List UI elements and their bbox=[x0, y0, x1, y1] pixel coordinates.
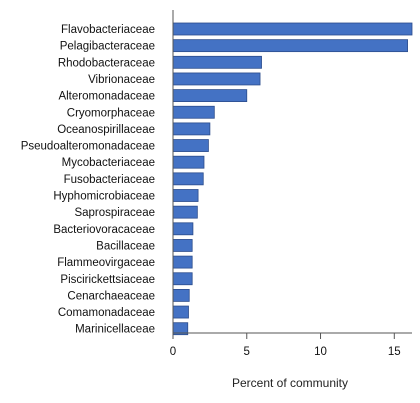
category-label: Bacillaceae bbox=[96, 240, 155, 252]
bar-mycobacteriaceae bbox=[172, 155, 205, 169]
category-label: Mycobacteriaceae bbox=[62, 157, 155, 169]
bar-hyphomicrobiaceae bbox=[172, 189, 199, 202]
x-ticks: 0 5 10 15 bbox=[170, 333, 401, 358]
category-label: Rhodobacteraceae bbox=[58, 57, 155, 69]
bar-rhodobacteraceae bbox=[172, 55, 262, 69]
bar-flavobacteriaceae bbox=[172, 22, 413, 36]
category-label: Cenarchaeaceae bbox=[67, 290, 155, 302]
category-label: Alteromonadaceae bbox=[58, 91, 155, 103]
category-label: Flavobacteriaceae bbox=[61, 24, 155, 36]
bar-alteromonadaceae bbox=[172, 89, 248, 102]
category-label: Flammeovirgaceae bbox=[57, 257, 155, 269]
category-label: Saprospiraceae bbox=[74, 207, 155, 219]
bar-comamonadaceae bbox=[172, 305, 189, 319]
bar-pseudoalteromonadaceae bbox=[172, 139, 209, 152]
x-tick-label: 5 bbox=[244, 346, 250, 358]
bar-cenarchaeaceae bbox=[172, 288, 190, 302]
x-tick-label: 0 bbox=[170, 346, 176, 358]
bar-piscirickettsiaceae bbox=[172, 272, 193, 286]
category-label: Oceanospirillaceae bbox=[57, 124, 155, 136]
x-axis-label: Percent of community bbox=[232, 376, 348, 390]
category-labels: Flavobacteriaceae Pelagibacteraceae Rhodob… bbox=[21, 24, 155, 336]
category-label: Marinicellaceae bbox=[75, 324, 155, 336]
category-label: Piscirickettsiaceae bbox=[60, 274, 155, 286]
category-label: Pelagibacteraceae bbox=[60, 41, 155, 53]
bar-bacillaceae bbox=[172, 239, 193, 252]
bar-cryomorphaceae bbox=[172, 105, 215, 119]
bar-flammeovirgaceae bbox=[172, 255, 193, 269]
category-label: Vibrionaceae bbox=[88, 74, 155, 86]
x-tick-label: 15 bbox=[388, 346, 401, 358]
bar-bacteriovoracaceae bbox=[172, 222, 194, 236]
category-label: Fusobacteriaceae bbox=[64, 174, 155, 186]
bar-saprospiraceae bbox=[172, 205, 198, 219]
bar-vibrionaceae bbox=[172, 72, 261, 86]
bar-fusobacteriaceae bbox=[172, 172, 204, 186]
category-label: Comamonadaceae bbox=[58, 307, 155, 319]
x-tick-label: 10 bbox=[314, 346, 327, 358]
bar-pelagibacteraceae bbox=[172, 39, 408, 53]
category-label: Bacteriovoracaceae bbox=[53, 224, 155, 236]
bar-oceanospirillaceae bbox=[172, 122, 211, 136]
category-label: Pseudoalteromonadaceae bbox=[21, 141, 155, 153]
bars-group bbox=[172, 22, 413, 336]
category-label: Hyphomicrobiaceae bbox=[53, 191, 155, 203]
category-label: Cryomorphaceae bbox=[67, 107, 155, 119]
